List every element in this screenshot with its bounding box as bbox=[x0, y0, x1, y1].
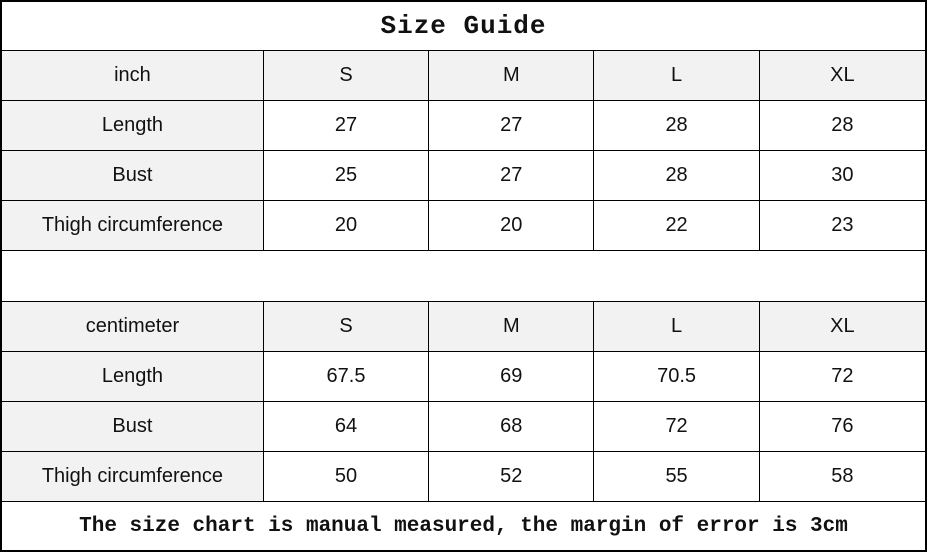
size-value: 30 bbox=[759, 151, 925, 201]
size-value: 72 bbox=[759, 352, 925, 402]
table-spacer bbox=[2, 251, 925, 302]
size-value: 72 bbox=[594, 402, 760, 452]
size-value: 20 bbox=[429, 201, 595, 251]
size-value: 76 bbox=[759, 402, 925, 452]
size-value: 70.5 bbox=[594, 352, 760, 402]
measurement-label: Length bbox=[2, 352, 264, 402]
unit-header-cell: centimeter bbox=[2, 302, 264, 352]
measurement-label: Thigh circumference bbox=[2, 201, 264, 251]
size-header-cell-s: S bbox=[263, 302, 430, 352]
size-value: 68 bbox=[429, 402, 595, 452]
unit-header-cell: inch bbox=[2, 51, 264, 101]
size-header-cell-m: M bbox=[429, 302, 595, 352]
size-header-cell-m: M bbox=[429, 51, 595, 101]
size-value: 22 bbox=[594, 201, 760, 251]
size-value: 52 bbox=[429, 452, 595, 502]
size-value: 55 bbox=[594, 452, 760, 502]
size-header-cell-xl: XL bbox=[759, 302, 925, 352]
footer-note: The size chart is manual measured, the m… bbox=[2, 502, 925, 550]
size-value: 58 bbox=[759, 452, 925, 502]
size-value: 28 bbox=[594, 101, 760, 151]
size-value: 23 bbox=[759, 201, 925, 251]
centimeter-table: centimeter S M L XL Length 67.5 69 70.5 … bbox=[2, 302, 925, 502]
measurement-label: Length bbox=[2, 101, 264, 151]
measurement-label: Bust bbox=[2, 151, 264, 201]
inch-table: inch S M L XL Length 27 27 28 28 Bust 25… bbox=[2, 51, 925, 251]
size-value: 27 bbox=[429, 101, 595, 151]
size-header-cell-l: L bbox=[594, 51, 760, 101]
page-title: Size Guide bbox=[2, 2, 925, 51]
size-value: 28 bbox=[759, 101, 925, 151]
measurement-label: Thigh circumference bbox=[2, 452, 264, 502]
size-value: 67.5 bbox=[263, 352, 430, 402]
size-header-cell-s: S bbox=[263, 51, 430, 101]
size-value: 64 bbox=[263, 402, 430, 452]
size-value: 50 bbox=[263, 452, 430, 502]
size-value: 20 bbox=[263, 201, 430, 251]
size-value: 27 bbox=[263, 101, 430, 151]
size-value: 25 bbox=[263, 151, 430, 201]
size-header-cell-xl: XL bbox=[759, 51, 925, 101]
measurement-label: Bust bbox=[2, 402, 264, 452]
size-header-cell-l: L bbox=[594, 302, 760, 352]
size-value: 69 bbox=[429, 352, 595, 402]
size-value: 27 bbox=[429, 151, 595, 201]
size-value: 28 bbox=[594, 151, 760, 201]
